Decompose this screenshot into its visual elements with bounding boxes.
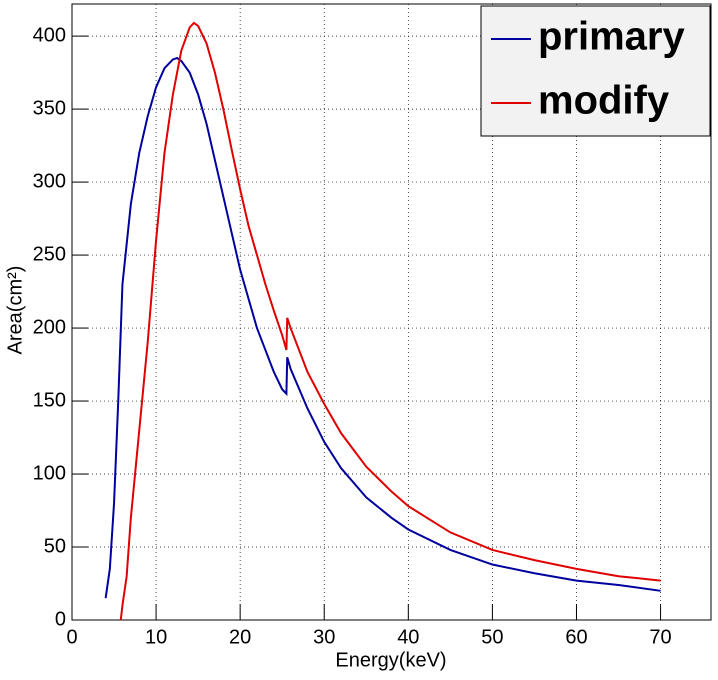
- x-axis-title: Energy(keV): [335, 649, 446, 671]
- plot-frame: [71, 3, 712, 621]
- x-tick-label: 10: [145, 626, 167, 648]
- line-series: [104, 56, 661, 599]
- x-tick-label: 20: [229, 626, 251, 648]
- legend-label: modify: [538, 79, 670, 123]
- x-tick-label: 40: [397, 626, 419, 648]
- x-tick-label: 0: [66, 626, 77, 648]
- legend-box: [480, 5, 711, 137]
- y-tick-label: 300: [33, 170, 66, 192]
- x-tick-label: 50: [481, 626, 503, 648]
- y-tick-label: 200: [33, 316, 66, 338]
- x-tick-label: 30: [313, 626, 335, 648]
- x-tick-label: 60: [565, 626, 587, 648]
- y-tick-label: 150: [33, 389, 66, 411]
- x-tick-label: 70: [649, 626, 671, 648]
- line-series: [119, 21, 661, 621]
- y-tick-label: 50: [44, 535, 66, 557]
- y-tick-label: 250: [33, 243, 66, 265]
- y-tick-label: 400: [33, 24, 66, 46]
- y-axis-title: Area(cm²): [4, 266, 26, 355]
- y-tick-label: 100: [33, 462, 66, 484]
- y-tick-label: 0: [55, 608, 66, 630]
- legend-label: primary: [538, 15, 685, 59]
- y-tick-label: 350: [33, 97, 66, 119]
